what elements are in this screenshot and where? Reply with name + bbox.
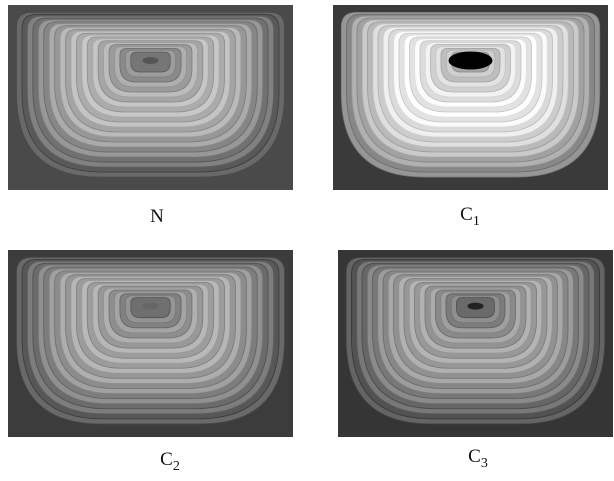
flow-image [8, 5, 293, 190]
figure: NC1C2C3 [0, 0, 614, 481]
panel-label: C2 [160, 449, 180, 474]
label-subscript: 3 [481, 456, 488, 471]
flow-image [333, 5, 608, 190]
flow-image [338, 250, 613, 437]
label-main: C [468, 446, 481, 467]
label-main: C [460, 204, 473, 225]
vortex-core [143, 303, 159, 310]
label-main: C [160, 449, 173, 470]
label-main: N [150, 206, 164, 227]
label-subscript: 2 [173, 459, 180, 474]
vortex-core [468, 303, 484, 310]
panel-label: N [150, 206, 164, 227]
panel-label: C3 [468, 446, 488, 471]
label-subscript: 1 [473, 214, 480, 229]
vortex-core [449, 52, 493, 70]
flow-image [8, 250, 293, 437]
panel-label: C1 [460, 204, 480, 229]
vortex-core [143, 57, 159, 64]
